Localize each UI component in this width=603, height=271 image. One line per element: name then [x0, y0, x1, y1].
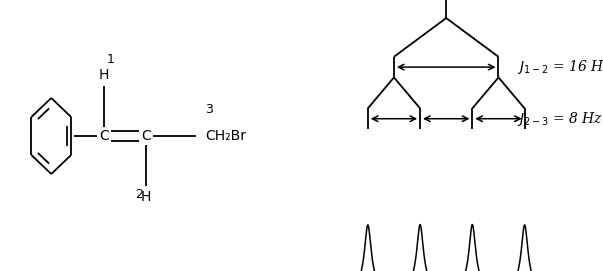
Text: $J_{2-3}$ = 8 Hz: $J_{2-3}$ = 8 Hz	[517, 110, 603, 128]
Text: 2: 2	[135, 188, 143, 201]
Text: C: C	[99, 129, 109, 143]
Text: H: H	[98, 68, 109, 82]
Text: C: C	[141, 129, 151, 143]
Text: $J_{1-2}$ = 16 Hz: $J_{1-2}$ = 16 Hz	[517, 58, 603, 76]
Text: H: H	[140, 190, 151, 204]
Text: 1: 1	[107, 53, 115, 66]
Text: CH₂Br: CH₂Br	[205, 129, 246, 143]
Text: 3: 3	[205, 103, 213, 116]
